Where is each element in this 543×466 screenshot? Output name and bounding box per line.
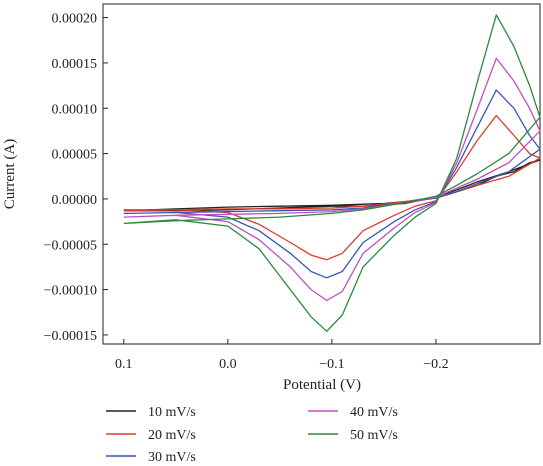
x-axis-ticks: 0.1 0.0 −0.1 −0.2 (115, 339, 449, 372)
series-line-4 (123, 57, 541, 302)
legend-label: 20 mV/s (148, 428, 196, 443)
y-tick-label: −0.00015 (44, 329, 97, 344)
legend-label: 50 mV/s (350, 428, 398, 443)
legend-label: 30 mV/s (148, 450, 196, 465)
x-axis-label: Potential (V) (283, 377, 361, 393)
x-tick-label: 0.0 (219, 357, 237, 372)
y-tick-label: 0.00005 (52, 148, 98, 163)
legend: 10 mV/s 20 mV/s 30 mV/s 40 mV/s 50 mV/s (106, 405, 398, 465)
plot-frame (102, 3, 541, 345)
series-line-3 (123, 89, 541, 279)
y-tick-label: −0.00005 (44, 238, 97, 253)
x-tick-label: −0.1 (319, 357, 344, 372)
series-line-1 (123, 159, 541, 212)
y-tick-label: −0.00010 (44, 284, 97, 299)
y-tick-label: 0.00020 (52, 12, 98, 27)
x-tick-label: 0.1 (115, 357, 133, 372)
series-line-5 (123, 14, 541, 332)
y-axis-ticks: 0.00020 0.00015 0.00010 0.00005 0.00000 −0.00… (44, 12, 108, 344)
y-tick-label: 0.00000 (52, 193, 98, 208)
series-line-2 (123, 114, 541, 261)
series-lines (123, 14, 541, 332)
x-tick-label: −0.2 (423, 357, 448, 372)
y-tick-label: 0.00010 (52, 102, 98, 117)
legend-label: 10 mV/s (148, 405, 196, 420)
y-axis-label: Current (A) (2, 139, 18, 209)
legend-label: 40 mV/s (350, 405, 398, 420)
y-tick-label: 0.00015 (52, 57, 98, 72)
